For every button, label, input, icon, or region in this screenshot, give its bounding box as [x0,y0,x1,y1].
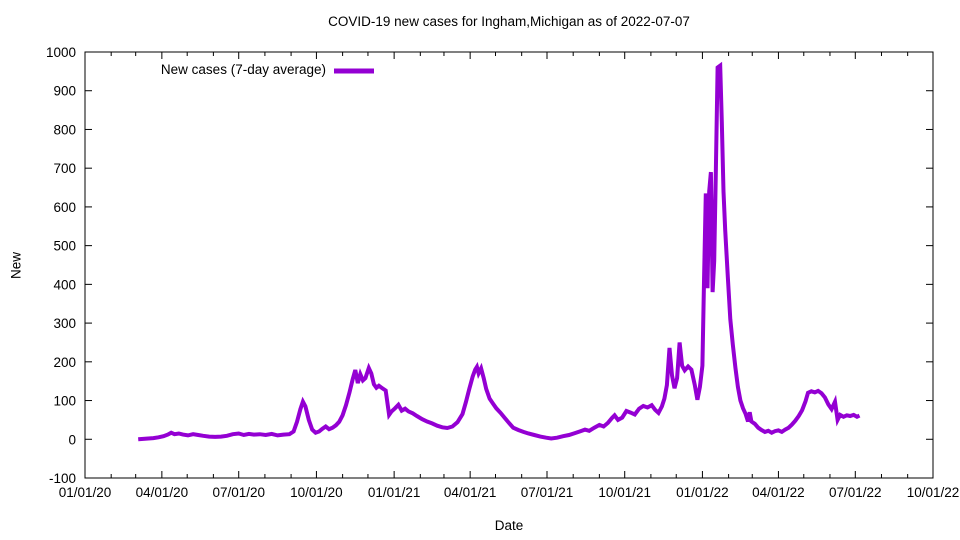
y-tick-label: 600 [53,200,76,215]
x-tick-label: 04/01/21 [444,485,497,500]
x-tick-label: 07/01/21 [521,485,574,500]
x-tick-label: 10/01/21 [598,485,651,500]
y-tick-label: 200 [53,355,76,370]
legend: New cases (7-day average) [85,62,326,77]
x-tick-label: 04/01/22 [752,485,805,500]
y-tick-label: 1000 [46,45,76,60]
y-tick-label: 900 [53,84,76,99]
y-tick-label: 700 [53,161,76,176]
x-tick-label: 01/01/22 [676,485,729,500]
y-tick-label: 500 [53,239,76,254]
x-tick-label: 10/01/22 [907,485,960,500]
x-tick-label: 07/01/20 [212,485,265,500]
plot-border [84,51,934,479]
y-tick-label: 100 [53,394,76,409]
x-tick-label: 01/01/21 [368,485,421,500]
y-tick-label: 800 [53,122,76,137]
y-tick-label: 300 [53,316,76,331]
x-tick-label: 07/01/22 [829,485,882,500]
x-axis-label: Date [494,518,524,533]
y-tick-label: 400 [53,277,76,292]
legend-label: New cases (7-day average) [160,62,326,77]
y-tick-label: -100 [49,471,76,486]
y-tick-label: 0 [68,432,76,447]
x-tick-label: 01/01/20 [59,485,112,500]
x-tick-label: 10/01/20 [290,485,343,500]
series-line [138,61,861,442]
x-tick-label: 04/01/20 [136,485,189,500]
chart-title: COVID-19 new cases for Ingham,Michigan a… [328,14,690,29]
